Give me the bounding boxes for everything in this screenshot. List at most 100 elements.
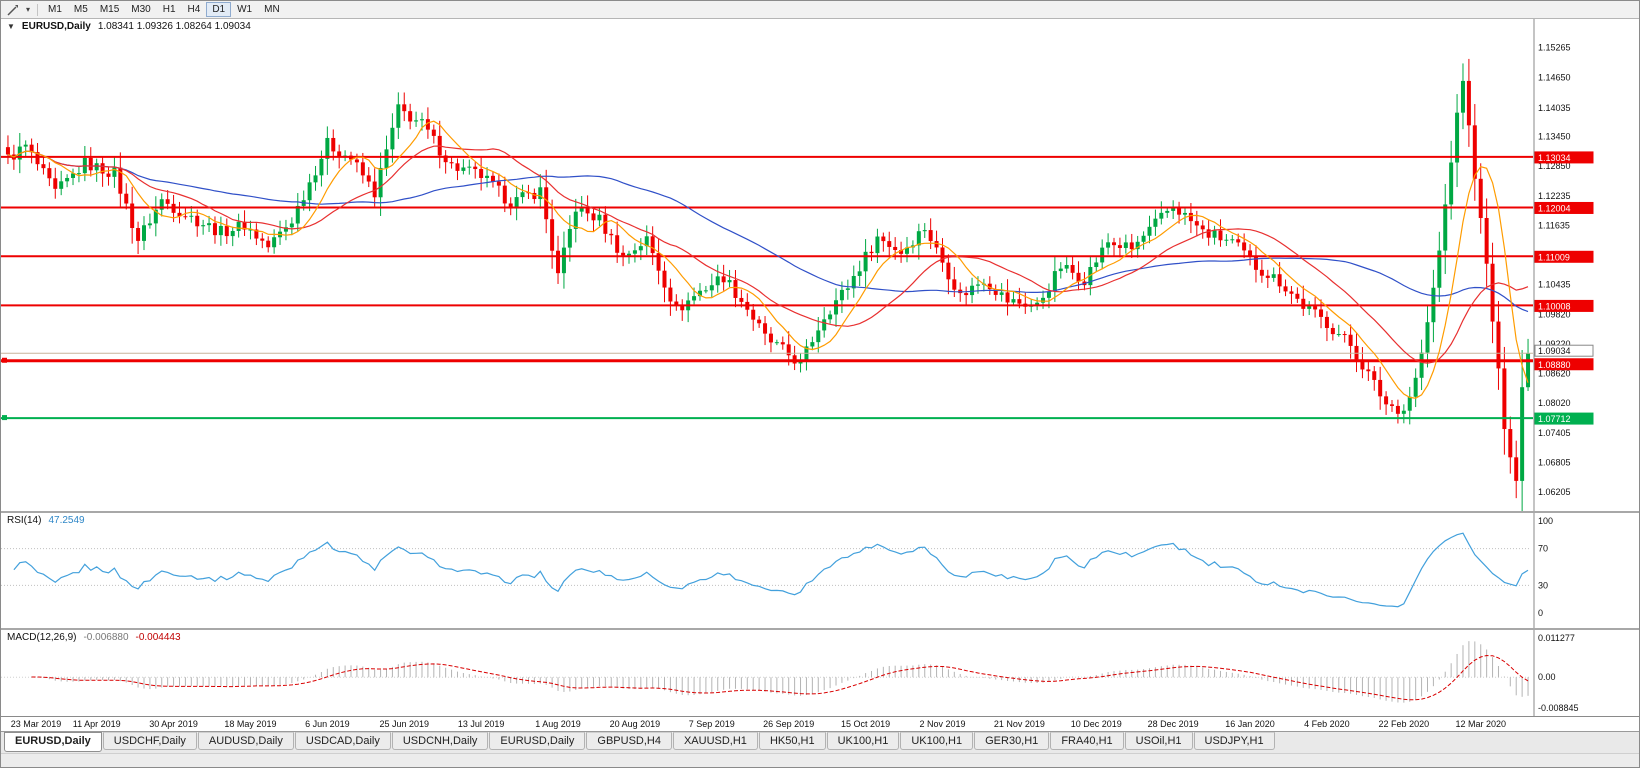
candlesticks-layer	[5, 58, 1531, 519]
chart-ohlc-values: 1.08341 1.09326 1.08264 1.09034	[97, 21, 251, 32]
date-axis-label: 7 Sep 2019	[688, 719, 735, 729]
rsi-label: RSI(14) 47.2549	[7, 515, 85, 526]
timeframe-button-d1[interactable]: D1	[206, 2, 232, 17]
moving-average-line-50	[7, 150, 1529, 313]
status-strip	[1, 753, 1639, 767]
date-axis-label: 30 Apr 2019	[149, 719, 198, 729]
toolbar-separator	[37, 3, 38, 16]
timeframe-button-m5[interactable]: M5	[73, 4, 88, 15]
chart-tab[interactable]: USDCNH,Daily	[391, 732, 489, 750]
timeframe-button-h1[interactable]: H1	[162, 4, 176, 15]
line-anchor-handle[interactable]	[2, 415, 7, 421]
price-axis-tick: 1.06805	[1538, 458, 1571, 468]
chart-tab[interactable]: USDCHF,Daily	[102, 732, 197, 750]
price-chart-canvas[interactable]: 1.15265 1.14650 1.14035 1.13450 1.12850 1.122…	[1, 19, 1640, 519]
price-badge: 1.10008	[1534, 299, 1594, 312]
chart-tab[interactable]: EURUSD,Daily	[489, 732, 586, 750]
chart-tab[interactable]: EURUSD,Daily	[4, 732, 102, 752]
date-axis-label: 20 Aug 2019	[609, 719, 661, 729]
date-axis-label: 13 Jul 2019	[457, 719, 505, 729]
timeframe-button-mn[interactable]: MN	[264, 4, 280, 15]
price-axis-tick: 1.15265	[1538, 42, 1571, 52]
macd-histogram	[31, 641, 1529, 703]
chart-tab[interactable]: USOil,H1	[1124, 732, 1193, 750]
rsi-canvas[interactable]: 100 70 30 0	[1, 513, 1640, 628]
svg-text:1.07712: 1.07712	[1538, 414, 1571, 424]
timeframe-button-m30[interactable]: M30	[131, 4, 151, 15]
chart-tab[interactable]: XAUUSD,H1	[672, 732, 758, 750]
svg-text:1.09034: 1.09034	[1538, 346, 1571, 356]
chart-tab[interactable]: GER30,H1	[974, 732, 1050, 750]
panel-splitter[interactable]	[1, 511, 1639, 513]
timeframe-button-w1[interactable]: W1	[237, 4, 253, 15]
svg-text:1.12004: 1.12004	[1538, 203, 1571, 213]
price-badge: 1.12004	[1534, 201, 1594, 214]
timeframe-button-m15[interactable]: M15	[99, 4, 120, 15]
moving-average-line-8	[7, 120, 1529, 399]
macd-panel[interactable]: MACD(12,26,9) -0.006880 -0.004443 0.0112…	[1, 630, 1639, 716]
macd-main-value: -0.006880	[83, 632, 129, 643]
chart-tab[interactable]: HK50,H1	[758, 732, 826, 750]
price-chart-panel[interactable]: ▼ EURUSD,Daily 1.08341 1.09326 1.08264 1…	[1, 19, 1640, 519]
macd-name: MACD(12,26,9)	[7, 632, 77, 643]
price-axis-tick: 1.14650	[1538, 73, 1571, 83]
price-axis-tick: 1.14035	[1538, 103, 1571, 113]
date-axis-label: 28 Dec 2019	[1147, 719, 1199, 729]
chart-tab[interactable]: USDCAD,Daily	[294, 732, 391, 750]
chart-tab[interactable]: GBPUSD,H4	[586, 732, 672, 750]
price-axis-tick: 1.10435	[1538, 279, 1571, 289]
date-axis-label: 16 Jan 2020	[1225, 719, 1275, 729]
rsi-axis-tick: 70	[1538, 544, 1548, 554]
price-axis-tick: 1.12235	[1538, 191, 1571, 201]
svg-text:1.11009: 1.11009	[1538, 252, 1570, 262]
date-axis-label: 11 Apr 2019	[72, 719, 121, 729]
chart-tab[interactable]: USDJPY,H1	[1193, 732, 1275, 750]
date-axis-label: 22 Feb 2020	[1378, 719, 1430, 729]
price-axis-tick: 1.08620	[1538, 369, 1571, 379]
rsi-axis-tick: 0	[1538, 608, 1543, 618]
macd-axis-tick: -0.008845	[1538, 703, 1579, 713]
date-axis-label: 18 May 2019	[224, 719, 277, 729]
svg-text:1.13034: 1.13034	[1538, 153, 1571, 163]
timeframe-button-m1[interactable]: M1	[48, 4, 62, 15]
line-anchor-handle[interactable]	[2, 357, 7, 363]
panel-splitter[interactable]	[1, 628, 1639, 630]
date-axis-label: 15 Oct 2019	[841, 719, 891, 729]
chart-menu-icon[interactable]: ▼	[7, 22, 15, 31]
line-tool-icon[interactable]	[4, 2, 22, 17]
timeframe-buttons: M1 M5 M15 M30 H1 H4 D1 W1 MN	[42, 2, 286, 17]
chart-symbol-title: EURUSD,Daily	[21, 21, 91, 32]
chart-tab[interactable]: UK100,H1	[826, 732, 900, 750]
date-axis-label: 2 Nov 2019	[919, 719, 966, 729]
timeframe-toolbar: ▾ M1 M5 M15 M30 H1 H4 D1 W1 MN	[1, 1, 1639, 19]
price-axis-tick: 1.07405	[1538, 428, 1571, 438]
chart-tab[interactable]: UK100,H1	[900, 732, 974, 750]
date-axis-label: 6 Jun 2019	[305, 719, 350, 729]
macd-axis-tick: 0.011277	[1538, 633, 1575, 643]
svg-text:1.08880: 1.08880	[1538, 360, 1571, 370]
price-axis-tick: 1.13450	[1538, 132, 1571, 142]
price-axis-tick: 1.09220	[1538, 339, 1571, 349]
price-axis-tick: 1.08020	[1538, 398, 1571, 408]
rsi-axis-tick: 30	[1538, 580, 1548, 590]
date-axis-label: 21 Nov 2019	[993, 719, 1045, 729]
macd-signal-value: -0.004443	[135, 632, 181, 643]
price-axis-tick: 1.11635	[1538, 221, 1570, 231]
chart-tab[interactable]: FRA40,H1	[1050, 732, 1124, 750]
price-axis-tick: 1.06205	[1538, 487, 1571, 497]
macd-canvas[interactable]: 0.011277 0.00 -0.008845	[1, 630, 1640, 716]
price-axis-tick: 1.09820	[1538, 310, 1571, 320]
date-axis-label: 23 Mar 2019	[10, 719, 62, 729]
rsi-line	[13, 532, 1529, 608]
chart-tab[interactable]: AUDUSD,Daily	[197, 732, 294, 750]
price-badge: 1.13034	[1534, 151, 1594, 164]
price-badge: 1.09034	[1534, 344, 1594, 357]
date-axis-label: 25 Jun 2019	[379, 719, 429, 729]
moving-average-line-20	[7, 145, 1529, 364]
time-axis[interactable]: 23 Mar 2019 11 Apr 2019 30 Apr 2019 18 May …	[1, 716, 1639, 731]
macd-axis-tick: 0.00	[1538, 672, 1556, 682]
rsi-panel[interactable]: RSI(14) 47.2549 100 70 30 0	[1, 513, 1639, 628]
timeframe-button-h4[interactable]: H4	[187, 4, 201, 15]
dropdown-caret-icon[interactable]: ▾	[25, 5, 30, 14]
